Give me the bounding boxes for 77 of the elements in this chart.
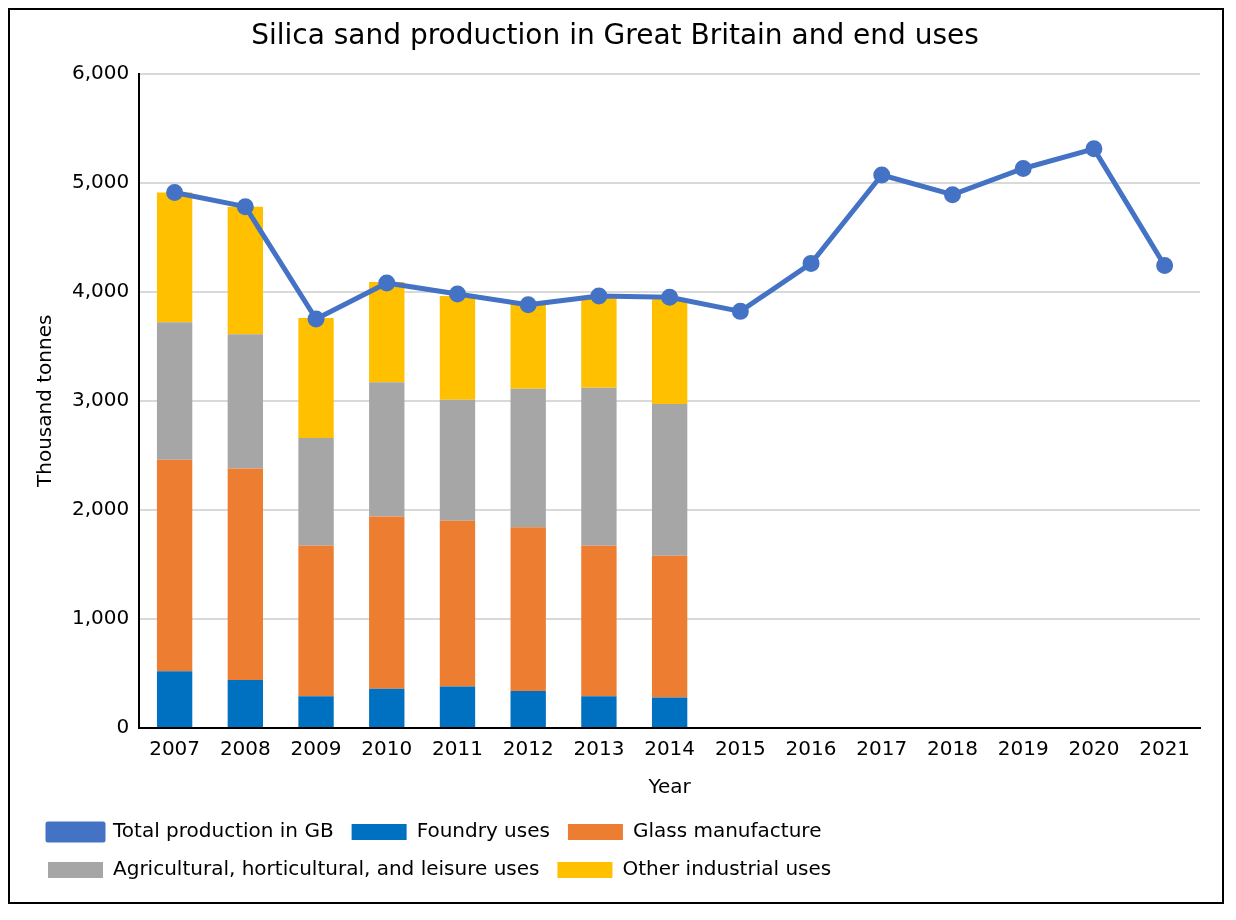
bar (651, 697, 688, 727)
legend-label: Other industrial uses (622, 856, 832, 881)
point (378, 274, 396, 292)
point (448, 285, 466, 303)
bar (439, 399, 476, 521)
legend-label: Glass manufacture (632, 818, 822, 843)
x-tick-label: 2019 (997, 736, 1049, 761)
bar (510, 303, 546, 389)
bar (439, 296, 476, 400)
y-tick-label: 3,000 (71, 387, 130, 411)
x-tick-label: 2016 (785, 736, 837, 761)
x-tick-label: 2021 (1139, 736, 1191, 761)
point (1156, 257, 1174, 275)
bar (510, 527, 546, 691)
bar (651, 299, 688, 405)
bar (298, 437, 334, 546)
point (661, 288, 679, 306)
y-tick-label: 5,000 (71, 168, 130, 193)
x-tick-label: 2009 (290, 736, 342, 761)
x-tick-label: 2014 (644, 736, 696, 761)
legend-label: Foundry uses (416, 818, 550, 843)
x-tick-label: 2008 (219, 736, 271, 761)
point (731, 302, 749, 320)
x-tick-label: 2018 (927, 736, 978, 761)
bar (156, 671, 193, 727)
point (590, 287, 608, 305)
x-tick-label: 2017 (856, 736, 908, 761)
bar (227, 680, 264, 727)
bar (581, 387, 617, 546)
point (307, 310, 325, 328)
point (1085, 140, 1103, 158)
point (1014, 159, 1032, 177)
bar (227, 334, 264, 469)
point (943, 186, 961, 204)
x-tick-label: 2013 (573, 736, 625, 761)
bar (651, 555, 688, 698)
y-tick-label: 0 (116, 714, 130, 739)
y-tick-label: 2,000 (71, 496, 130, 521)
bar (156, 192, 193, 323)
bar (298, 545, 334, 697)
x-tick-label: 2007 (149, 736, 201, 761)
legend-label: Total production in GB (112, 818, 334, 843)
bar (298, 317, 334, 438)
y-tick-label: 6,000 (71, 59, 130, 84)
point (236, 198, 254, 216)
x-tick-label: 2015 (714, 736, 766, 761)
x-tick-label: 2010 (361, 736, 413, 761)
x-tick-label: 2012 (502, 736, 554, 761)
bar (581, 298, 617, 388)
point (873, 166, 891, 184)
bar (581, 545, 617, 697)
x-tick-label: 2020 (1068, 736, 1120, 761)
point (519, 296, 537, 314)
bar (156, 459, 193, 672)
legend-label: Agricultural, horticultural, and leisure uses (113, 856, 540, 881)
bar (439, 686, 476, 727)
bar (510, 690, 546, 727)
bar (439, 520, 476, 687)
x-tick-label: 2011 (432, 736, 483, 761)
bar (227, 206, 264, 335)
bar (369, 281, 405, 383)
chart-title: Silica sand production in Great Britain and end uses (251, 18, 979, 52)
bar (581, 696, 617, 727)
bar (369, 382, 405, 517)
bar (369, 688, 405, 727)
point (802, 254, 820, 272)
y-tick-label: 4,000 (71, 277, 130, 302)
bar (651, 404, 688, 556)
x-axis-title: Year (647, 774, 692, 799)
bar (510, 388, 546, 528)
bar (298, 696, 334, 727)
bar (227, 468, 264, 681)
y-axis-title: Thousand tonnes (32, 314, 57, 488)
bar (369, 516, 405, 689)
point (166, 183, 184, 201)
bar (156, 322, 193, 460)
y-tick-label: 1,000 (71, 605, 130, 630)
